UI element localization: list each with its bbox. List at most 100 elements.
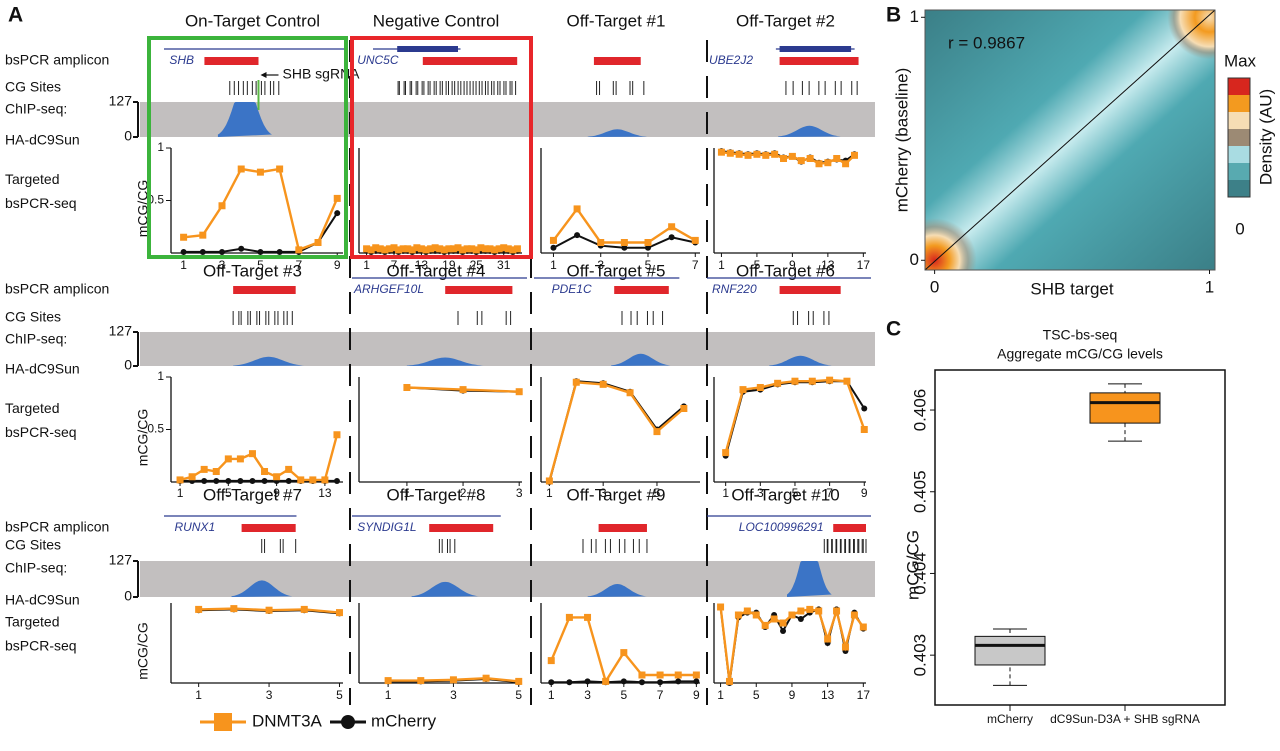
chip-peak (231, 580, 293, 597)
marker (668, 223, 676, 231)
x-tick-label: 9 (273, 486, 280, 500)
marker (599, 380, 607, 388)
x-tick-label: 7 (391, 258, 398, 272)
x-tick-label: 9 (693, 688, 700, 702)
marker (515, 388, 523, 396)
chart-title: Off-Target #4 (387, 261, 486, 280)
marker (574, 232, 581, 239)
legend-label: mCherry (371, 711, 437, 730)
marker (445, 245, 453, 253)
legend-marker (214, 713, 232, 731)
marker (638, 679, 645, 686)
track-label: bsPCR amplicon (5, 52, 109, 68)
marker (797, 607, 805, 615)
marker (459, 386, 467, 394)
marker (626, 389, 634, 397)
marker (780, 155, 788, 162)
x-tick-label: 3 (597, 258, 604, 272)
amplicon (598, 524, 647, 532)
marker (657, 679, 664, 686)
marker (225, 477, 232, 484)
panel-label: B (886, 4, 901, 27)
x-tick-label: 3 (516, 486, 523, 500)
marker (788, 611, 796, 619)
marker (808, 377, 816, 385)
frame (934, 369, 1226, 706)
marker (335, 609, 343, 617)
marker (200, 465, 208, 473)
marker (482, 674, 490, 682)
chart-title: Off-Target #2 (736, 11, 835, 30)
x-tick-label: 5 (257, 258, 264, 272)
series-line (183, 212, 339, 253)
marker (481, 245, 489, 253)
gene-name: ARHGEF10L (353, 282, 424, 296)
marker (176, 476, 184, 484)
marker (276, 248, 283, 255)
gene-exon (779, 46, 852, 52)
marker (248, 450, 256, 458)
marker (549, 236, 557, 244)
marker (449, 676, 457, 684)
marker (333, 477, 340, 484)
marker (384, 677, 392, 685)
y-axis-label: mCG/CG (135, 180, 151, 238)
marker (644, 239, 652, 246)
x-tick-label: dC9Sun-D3A + SHB sgRNA (1050, 712, 1200, 726)
track-label: CG Sites (5, 537, 61, 553)
marker (376, 245, 384, 253)
marker (201, 477, 208, 484)
marker (780, 628, 787, 634)
marker (261, 468, 269, 475)
x-tick-label: 7 (295, 258, 302, 272)
marker (841, 643, 849, 651)
x-tick-label: 5 (792, 486, 799, 500)
marker (547, 657, 555, 665)
track-label: HA-dC9Sun (5, 132, 80, 148)
marker (390, 244, 398, 252)
x-tick-label: 1 (717, 688, 724, 702)
marker (297, 476, 305, 484)
x-tick-label: 3 (757, 486, 764, 500)
track-label: ChIP-seq: (5, 101, 67, 117)
x-tick-label: 13 (415, 258, 429, 272)
marker (314, 239, 322, 246)
marker (806, 605, 814, 613)
marker (548, 679, 555, 686)
marker (843, 377, 851, 385)
x-axis-label: SHB target (1030, 279, 1113, 298)
box (1089, 392, 1161, 424)
chip-tick-label: 127 (109, 323, 133, 339)
chart-title: Negative Control (373, 11, 500, 30)
amplicon (204, 57, 259, 65)
chart-title: TSC-bs-seq (1043, 327, 1118, 343)
series-line (548, 381, 685, 482)
marker (779, 619, 787, 627)
chip-band (140, 332, 875, 366)
x-tick-label: 1 (546, 486, 553, 500)
x-tick-label: 7 (826, 486, 833, 500)
marker (403, 384, 411, 391)
marker (550, 244, 557, 251)
density-peak (1167, 10, 1215, 60)
x-tick-label: 1 (548, 688, 555, 702)
chart-title: Off-Target #10 (731, 485, 839, 504)
marker (199, 248, 206, 255)
x-tick-label: 3 (600, 486, 607, 500)
colorbar-title: Density (AU) (1256, 89, 1275, 185)
y-tick-label: 0.406 (910, 389, 929, 432)
marker (431, 244, 439, 252)
marker (638, 671, 646, 679)
marker (413, 244, 421, 252)
marker (859, 623, 867, 631)
series-line (183, 167, 339, 252)
track-label: bsPCR amplicon (5, 519, 109, 535)
marker (691, 236, 699, 244)
marker (180, 233, 188, 241)
track-label: bsPCR amplicon (5, 281, 109, 297)
marker (735, 150, 743, 158)
chip-peak (217, 102, 272, 137)
marker (674, 671, 682, 679)
x-tick-label: 1 (363, 258, 370, 272)
colorbar-swatch (1228, 180, 1250, 197)
